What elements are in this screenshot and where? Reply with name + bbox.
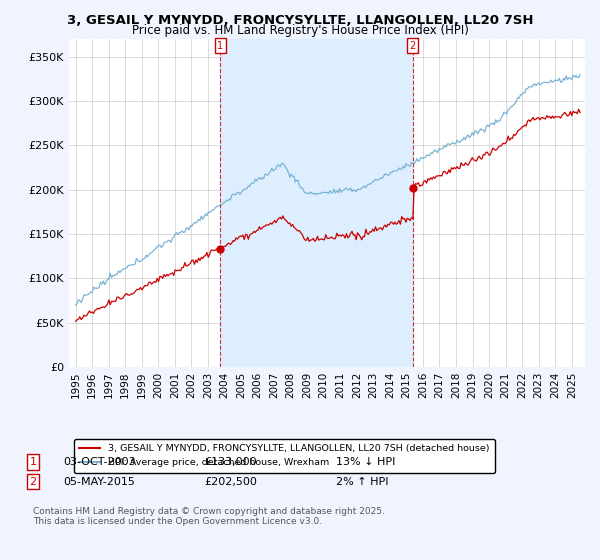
Text: 1: 1 [217, 41, 223, 51]
Text: 05-MAY-2015: 05-MAY-2015 [63, 477, 135, 487]
Text: Contains HM Land Registry data © Crown copyright and database right 2025.
This d: Contains HM Land Registry data © Crown c… [33, 507, 385, 526]
Bar [220, 39, 413, 367]
Text: 2: 2 [29, 477, 37, 487]
Text: 3, GESAIL Y MYNYDD, FRONCYSYLLTE, LLANGOLLEN, LL20 7SH: 3, GESAIL Y MYNYDD, FRONCYSYLLTE, LLANGO… [67, 14, 533, 27]
Text: £202,500: £202,500 [204, 477, 257, 487]
Text: 2: 2 [409, 41, 416, 51]
Text: 2% ↑ HPI: 2% ↑ HPI [336, 477, 389, 487]
Legend: 3, GESAIL Y MYNYDD, FRONCYSYLLTE, LLANGOLLEN, LL20 7SH (detached house), HPI: Av: 3, GESAIL Y MYNYDD, FRONCYSYLLTE, LLANGO… [74, 438, 495, 473]
Text: 1: 1 [29, 457, 37, 467]
Text: 03-OCT-2003: 03-OCT-2003 [63, 457, 136, 467]
Text: £133,000: £133,000 [204, 457, 257, 467]
Text: 13% ↓ HPI: 13% ↓ HPI [336, 457, 395, 467]
Text: Price paid vs. HM Land Registry's House Price Index (HPI): Price paid vs. HM Land Registry's House … [131, 24, 469, 37]
